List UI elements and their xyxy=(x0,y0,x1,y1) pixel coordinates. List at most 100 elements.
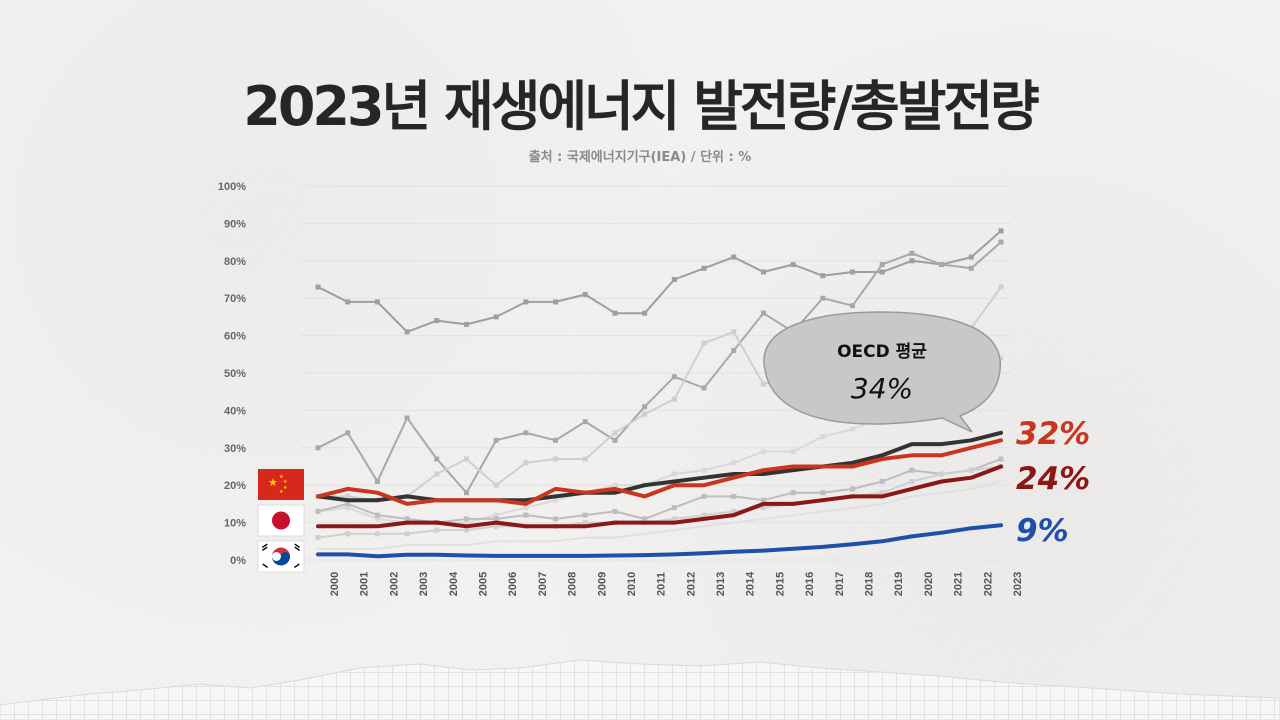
data-point xyxy=(671,471,677,477)
y-tick-label: 30% xyxy=(224,443,246,455)
x-tick-label: 2014 xyxy=(745,571,757,596)
data-point xyxy=(642,516,648,522)
data-point xyxy=(553,437,559,443)
data-point xyxy=(582,291,588,297)
x-tick-label: 2015 xyxy=(774,572,786,596)
data-point xyxy=(968,467,974,473)
data-point xyxy=(701,493,707,499)
svg-text:★: ★ xyxy=(283,479,288,485)
data-point xyxy=(939,471,945,477)
data-point xyxy=(493,512,499,518)
svg-text:★: ★ xyxy=(279,489,284,495)
data-point xyxy=(820,434,826,440)
data-point xyxy=(612,508,618,514)
data-point xyxy=(582,520,588,526)
y-tick-label: 70% xyxy=(224,293,246,305)
data-point xyxy=(731,329,737,335)
data-point xyxy=(553,299,559,305)
data-point xyxy=(345,531,351,537)
data-point xyxy=(879,269,885,275)
y-tick-label: 80% xyxy=(224,256,246,268)
oecd-callout: OECD 평균 34% xyxy=(763,311,1001,433)
data-point xyxy=(612,310,618,316)
data-point xyxy=(493,523,499,529)
data-point xyxy=(345,493,351,499)
data-point xyxy=(642,411,648,417)
data-point xyxy=(493,516,499,522)
data-point xyxy=(998,456,1004,462)
data-point xyxy=(493,314,499,320)
y-tick-label: 40% xyxy=(224,405,246,417)
data-point xyxy=(998,239,1004,245)
japan-flag-icon xyxy=(257,504,305,537)
data-point xyxy=(434,318,440,324)
data-point xyxy=(879,478,885,484)
x-tick-label: 2002 xyxy=(388,572,400,596)
callout-value: 34% xyxy=(851,372,913,405)
x-tick-label: 2008 xyxy=(567,572,579,596)
data-point xyxy=(434,527,440,533)
data-point xyxy=(850,426,856,432)
end-label-japan: 24% xyxy=(1016,461,1090,497)
svg-text:★: ★ xyxy=(283,485,288,491)
x-tick-label: 2007 xyxy=(537,572,549,596)
series-line-8 xyxy=(316,438,1003,506)
x-tick-label: 2021 xyxy=(953,572,965,596)
end-label-china: 32% xyxy=(1016,416,1090,452)
data-point xyxy=(493,482,499,488)
data-point xyxy=(315,535,321,541)
data-point xyxy=(939,262,945,268)
y-tick-label: 50% xyxy=(224,368,246,380)
x-tick-label: 2006 xyxy=(507,572,519,596)
data-point xyxy=(315,445,321,451)
data-point xyxy=(998,228,1004,234)
data-point xyxy=(671,505,677,511)
x-tick-label: 2013 xyxy=(715,572,727,596)
chart-series xyxy=(315,228,1004,559)
data-point xyxy=(463,520,469,526)
data-point xyxy=(968,254,974,260)
data-point xyxy=(345,501,351,507)
data-point xyxy=(404,516,410,522)
y-tick-label: 60% xyxy=(224,331,246,343)
series-line-9 xyxy=(316,464,1003,529)
data-point xyxy=(493,437,499,443)
x-tick-label: 2019 xyxy=(893,572,905,596)
chart-source: 출처 : 국제에너지기구(IEA) / 단위 : % xyxy=(528,150,752,165)
data-point xyxy=(879,262,885,268)
callout-bubble xyxy=(763,311,1001,433)
data-point xyxy=(909,250,915,256)
data-point xyxy=(612,482,618,488)
data-point xyxy=(820,273,826,279)
data-point xyxy=(553,497,559,503)
data-point xyxy=(404,329,410,335)
data-point xyxy=(909,478,915,484)
data-point xyxy=(909,258,915,264)
torn-paper-edge xyxy=(0,659,1280,720)
data-point xyxy=(968,265,974,271)
data-point xyxy=(998,355,1004,361)
x-tick-label: 2000 xyxy=(329,572,341,596)
china-flag-icon: ★ ★ ★ ★ ★ xyxy=(258,469,304,500)
korea-flag-icon xyxy=(257,540,305,573)
data-point xyxy=(582,512,588,518)
data-point xyxy=(850,269,856,275)
data-point xyxy=(345,430,351,436)
data-point xyxy=(463,516,469,522)
data-point xyxy=(731,254,737,260)
data-point xyxy=(582,419,588,425)
data-point xyxy=(553,456,559,462)
y-tick-label: 20% xyxy=(224,480,246,492)
x-tick-label: 2010 xyxy=(626,572,638,596)
data-point xyxy=(523,460,529,466)
data-point xyxy=(671,396,677,402)
data-point xyxy=(731,493,737,499)
data-point xyxy=(642,404,648,410)
data-point xyxy=(523,505,529,511)
data-point xyxy=(463,321,469,327)
data-point xyxy=(790,490,796,496)
data-point xyxy=(701,340,707,346)
data-point xyxy=(850,486,856,492)
